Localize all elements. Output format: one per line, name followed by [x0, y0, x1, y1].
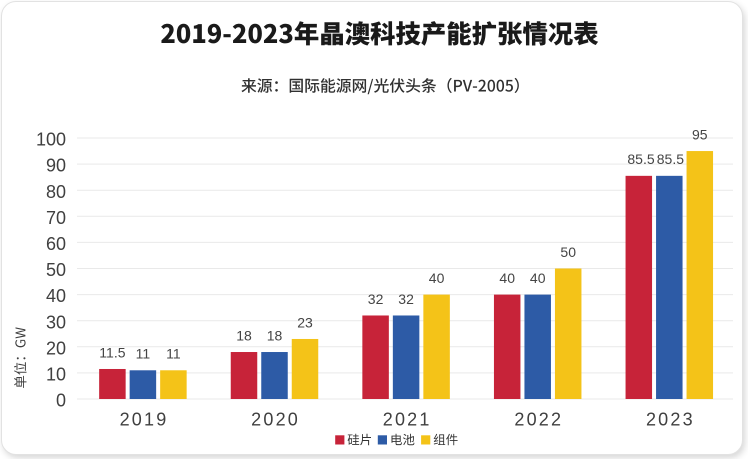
svg-text:50: 50 — [560, 244, 576, 260]
svg-text:23: 23 — [297, 314, 313, 330]
svg-text:11.5: 11.5 — [99, 344, 125, 360]
svg-text:2023: 2023 — [646, 410, 695, 430]
svg-text:70: 70 — [46, 208, 66, 228]
svg-text:2019: 2019 — [120, 410, 169, 430]
svg-text:60: 60 — [46, 234, 66, 254]
svg-text:32: 32 — [398, 291, 414, 307]
svg-text:18: 18 — [236, 327, 252, 343]
svg-text:40: 40 — [499, 270, 515, 286]
svg-text:100: 100 — [36, 130, 66, 150]
svg-text:20: 20 — [46, 338, 66, 358]
svg-text:85.5: 85.5 — [627, 151, 654, 167]
svg-text:40: 40 — [429, 270, 445, 286]
svg-text:18: 18 — [267, 327, 283, 343]
svg-text:30: 30 — [46, 312, 66, 332]
svg-text:10: 10 — [46, 365, 66, 385]
svg-text:85.5: 85.5 — [657, 151, 684, 167]
svg-text:40: 40 — [46, 286, 66, 306]
svg-text:95: 95 — [692, 127, 708, 143]
svg-text:2020: 2020 — [251, 410, 300, 430]
svg-text:2022: 2022 — [514, 410, 563, 430]
svg-text:80: 80 — [46, 182, 66, 202]
svg-text:11: 11 — [166, 346, 181, 362]
svg-text:32: 32 — [368, 291, 384, 307]
svg-text:40: 40 — [530, 270, 546, 286]
svg-text:0: 0 — [56, 391, 66, 411]
svg-text:11: 11 — [136, 346, 151, 362]
svg-text:90: 90 — [46, 156, 66, 176]
svg-text:2021: 2021 — [383, 410, 432, 430]
svg-text:50: 50 — [46, 260, 66, 280]
